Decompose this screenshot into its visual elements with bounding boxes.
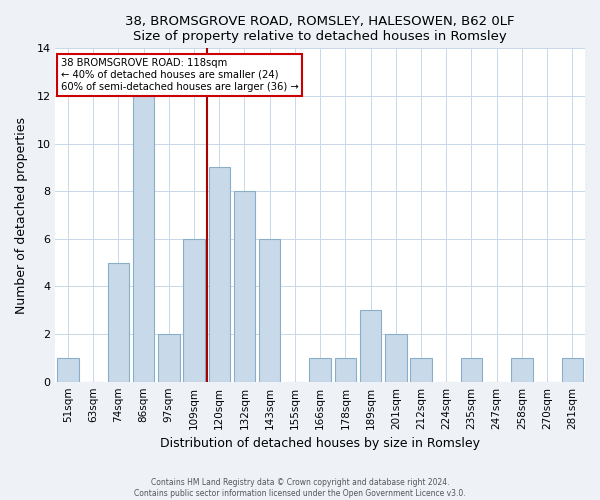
Bar [562, 358, 583, 382]
Text: Contains HM Land Registry data © Crown copyright and database right 2024.
Contai: Contains HM Land Registry data © Crown c… [134, 478, 466, 498]
Bar [107, 262, 129, 382]
Bar [184, 239, 205, 382]
Bar [360, 310, 382, 382]
Bar [133, 96, 154, 382]
Bar [385, 334, 407, 382]
Bar [310, 358, 331, 382]
Bar [410, 358, 432, 382]
Y-axis label: Number of detached properties: Number of detached properties [15, 116, 28, 314]
Bar [259, 239, 280, 382]
Text: 38 BROMSGROVE ROAD: 118sqm
← 40% of detached houses are smaller (24)
60% of semi: 38 BROMSGROVE ROAD: 118sqm ← 40% of deta… [61, 58, 298, 92]
Bar [209, 168, 230, 382]
Bar [461, 358, 482, 382]
Bar [335, 358, 356, 382]
X-axis label: Distribution of detached houses by size in Romsley: Distribution of detached houses by size … [160, 437, 480, 450]
Bar [511, 358, 533, 382]
Bar [158, 334, 179, 382]
Bar [57, 358, 79, 382]
Bar [234, 191, 255, 382]
Title: 38, BROMSGROVE ROAD, ROMSLEY, HALESOWEN, B62 0LF
Size of property relative to de: 38, BROMSGROVE ROAD, ROMSLEY, HALESOWEN,… [125, 15, 515, 43]
